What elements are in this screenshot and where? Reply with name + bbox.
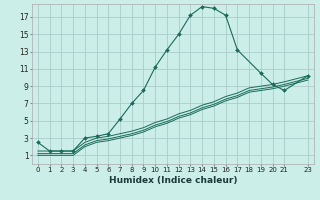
X-axis label: Humidex (Indice chaleur): Humidex (Indice chaleur)	[108, 176, 237, 185]
